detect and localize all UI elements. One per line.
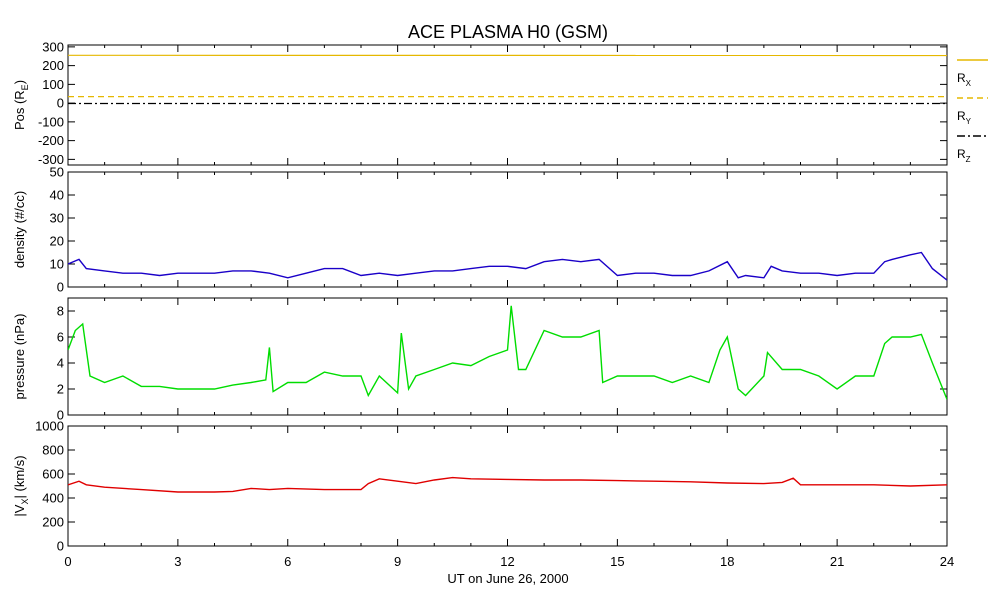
y-tick-label: 30 <box>50 211 64 226</box>
panel-frame-vx <box>67 425 948 547</box>
panel-pressure: 8 6 4 2 0 pressure (nPa) <box>12 297 948 423</box>
series-line-pressure <box>68 305 947 400</box>
y-tick-label: 8 <box>57 304 64 319</box>
y-tick-label: 0 <box>57 539 64 554</box>
x-tick-label: 12 <box>500 554 514 569</box>
y-tick-label: 400 <box>42 491 64 506</box>
x-tick-label: 3 <box>174 554 181 569</box>
y-tick-label: 200 <box>42 58 64 73</box>
y-tick-label: 50 <box>50 165 64 180</box>
y-tick-label: 0 <box>57 96 64 111</box>
y-axis-label-density: density (#/cc) <box>12 191 27 268</box>
y-axis-label-vx: |VX| (km/s) <box>12 455 30 516</box>
y-tick-label: 300 <box>42 39 64 54</box>
panel-density: 50 40 30 20 10 0 density (#/cc) <box>12 165 948 295</box>
x-tick-label: 6 <box>284 554 291 569</box>
panel-frame-pos <box>67 44 948 166</box>
y-tick-label: -100 <box>38 114 64 129</box>
y-tick-label: -300 <box>38 152 64 167</box>
x-tick-label: 24 <box>940 554 954 569</box>
x-axis-label: UT on June 26, 2000 <box>447 571 568 586</box>
y-axis-label-pressure: pressure (nPa) <box>12 314 27 400</box>
chart-title: ACE PLASMA H0 (GSM) <box>408 22 608 42</box>
panel-frame-density <box>67 171 948 288</box>
panel-vx: 1000 800 600 400 200 0 |VX| (km/s) <box>12 419 948 554</box>
y-tick-label: 100 <box>42 77 64 92</box>
y-tick-label: 40 <box>50 188 64 203</box>
x-tick-label: 0 <box>64 554 71 569</box>
y-tick-label: 800 <box>42 443 64 458</box>
y-tick-label: 1000 <box>35 419 64 434</box>
panel-frame-pressure <box>67 297 948 416</box>
y-tick-label: 2 <box>57 382 64 397</box>
y-tick-label: 20 <box>50 234 64 249</box>
x-tick-label: 18 <box>720 554 734 569</box>
y-tick-label: 10 <box>50 257 64 272</box>
legend-label-rx: RX <box>957 71 972 88</box>
series-line-density <box>68 251 947 281</box>
y-tick-label: 0 <box>57 280 64 295</box>
x-tick-label: 15 <box>610 554 624 569</box>
x-tick-label: 9 <box>394 554 401 569</box>
legend: RX RY RZ <box>957 59 988 164</box>
series-line-vx <box>68 476 947 493</box>
x-tick-label: 21 <box>830 554 844 569</box>
y-tick-label: 600 <box>42 467 64 482</box>
legend-label-ry: RY <box>957 109 972 126</box>
panel-pos: 300 200 100 0 -100 -200 -300 Pos (RE) <box>12 39 948 167</box>
y-axis-label-pos: Pos (RE) <box>12 80 30 130</box>
y-tick-label: 6 <box>57 330 64 345</box>
legend-label-rz: RZ <box>957 147 971 164</box>
y-tick-label: 0 <box>57 408 64 423</box>
y-tick-label: 200 <box>42 515 64 530</box>
y-tick-label: 4 <box>57 356 64 371</box>
y-tick-label: -200 <box>38 133 64 148</box>
